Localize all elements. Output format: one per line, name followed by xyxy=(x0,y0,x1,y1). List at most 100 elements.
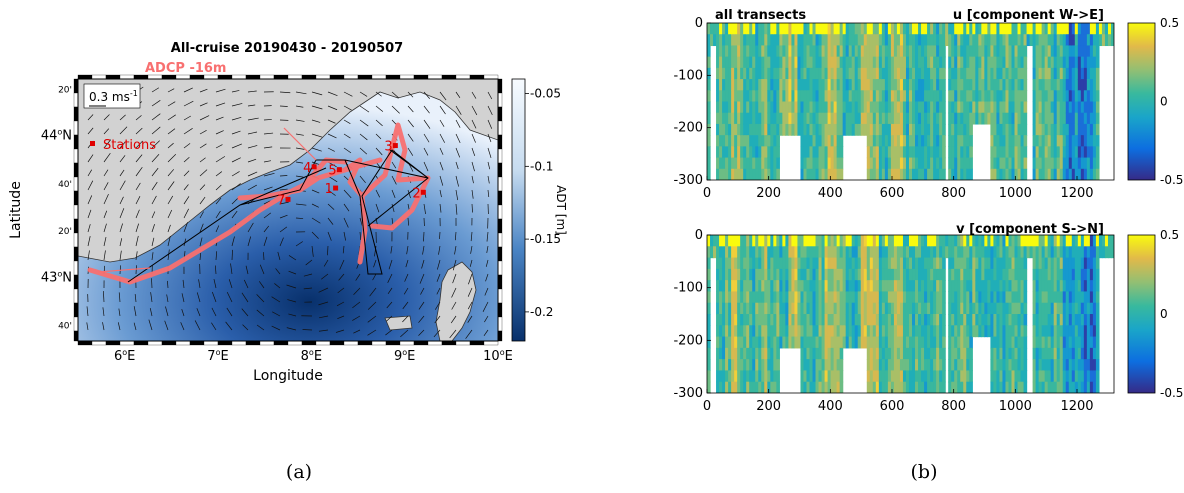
heatmap-cell xyxy=(1096,45,1100,57)
heatmap-cell xyxy=(776,348,780,360)
heatmap-colorbar-tick: 0 xyxy=(1160,307,1168,321)
heatmap-cell xyxy=(942,146,946,158)
frame-segment xyxy=(176,75,190,79)
frame-segment xyxy=(428,341,442,345)
frame-segment xyxy=(498,135,502,149)
map-xlabel: Longitude xyxy=(253,368,323,384)
heatmap-xtick: 0 xyxy=(703,186,711,201)
heatmap-cell xyxy=(776,135,780,147)
heatmap-cell xyxy=(707,124,711,136)
heatmap-xtick: 400 xyxy=(818,399,843,414)
frame-segment xyxy=(190,341,204,345)
heatmap-colorbar-tick: 0.5 xyxy=(1160,16,1179,30)
frame-segment xyxy=(358,341,372,345)
station-marker xyxy=(333,186,338,191)
heatmap-cell xyxy=(969,337,973,349)
heatmap-cell xyxy=(1096,124,1100,136)
heatmap-cell xyxy=(707,382,711,394)
heatmap-cell xyxy=(1096,291,1100,303)
heatmap-cell xyxy=(707,348,711,360)
heatmap-xtick: 0 xyxy=(703,399,711,414)
heatmap-cell xyxy=(1024,45,1028,57)
station-marker xyxy=(312,164,317,169)
heatmap-cell xyxy=(969,370,973,382)
frame-segment xyxy=(74,149,78,163)
frame-segment xyxy=(498,79,502,93)
frame-segment xyxy=(120,75,134,79)
heatmap-cell xyxy=(707,359,711,371)
frame-segment xyxy=(74,93,78,107)
heatmap-cell xyxy=(942,158,946,170)
heatmap-cell xyxy=(707,169,711,181)
frame-segment xyxy=(498,289,502,303)
station-label: 5 xyxy=(328,164,336,179)
frame-segment xyxy=(74,289,78,303)
heatmap-cell xyxy=(969,158,973,170)
heatmap-cell xyxy=(707,337,711,349)
heatmap-cell xyxy=(1024,79,1028,91)
heatmap-ytick: -200 xyxy=(673,333,703,348)
heatmap-xtick: 400 xyxy=(818,186,843,201)
frame-segment xyxy=(316,341,330,345)
map-ytick: 40' xyxy=(58,321,72,331)
heatmap-ytick: -100 xyxy=(673,281,703,296)
frame-segment xyxy=(78,75,92,79)
frame-segment xyxy=(302,341,316,345)
frame-segment xyxy=(92,75,106,79)
heatmap-cell xyxy=(776,370,780,382)
caption-a: (a) xyxy=(286,461,312,483)
heatmap-xtick: 600 xyxy=(880,186,905,201)
frame-segment xyxy=(344,341,358,345)
frame-segment xyxy=(74,191,78,205)
map-ytick: 43oN xyxy=(41,269,72,285)
heatmap-cell xyxy=(942,382,946,394)
heatmap-cell xyxy=(840,169,844,181)
heatmap-cell xyxy=(1024,68,1028,80)
heatmap-cell xyxy=(707,325,711,337)
heatmap-cell xyxy=(1024,90,1028,102)
frame-segment xyxy=(372,341,386,345)
heatmap-cell xyxy=(942,269,946,281)
heatmap-cell xyxy=(707,291,711,303)
adt-colorbar xyxy=(512,79,525,341)
heatmap-cell xyxy=(1024,135,1028,147)
frame-segment xyxy=(246,75,260,79)
frame-segment xyxy=(176,341,190,345)
map-title: All-cruise 20190430 - 20190507 xyxy=(171,41,403,56)
heatmap-cell xyxy=(1024,158,1028,170)
frame-segment xyxy=(498,331,502,341)
frame-segment xyxy=(484,341,498,345)
frame-segment xyxy=(162,75,176,79)
heatmap-cell xyxy=(1096,348,1100,360)
heatmap-cell xyxy=(942,57,946,69)
heatmap-cell xyxy=(707,68,711,80)
heatmap-v-title: v [component S->N] xyxy=(956,222,1104,237)
heatmap-cell xyxy=(707,146,711,158)
map-xtick: 6oE xyxy=(114,348,135,364)
heatmap-cell xyxy=(1096,146,1100,158)
heatmap-cell xyxy=(1096,359,1100,371)
heatmap-cell xyxy=(1096,258,1100,270)
frame-segment xyxy=(498,261,502,275)
heatmap-u-title-left: all transects xyxy=(715,8,806,23)
map-ytick: 44oN xyxy=(41,128,72,144)
heatmap-cell xyxy=(840,370,844,382)
heatmap-cell xyxy=(707,314,711,326)
heatmap-cell xyxy=(1024,337,1028,349)
frame-segment xyxy=(456,341,470,345)
heatmap-xtick: 800 xyxy=(941,399,966,414)
frame-segment xyxy=(274,341,288,345)
heatmap-cell xyxy=(1096,68,1100,80)
heatmap-u xyxy=(707,23,1115,181)
heatmap-cell xyxy=(942,90,946,102)
frame-segment xyxy=(134,75,148,79)
heatmap-colorbar-tick: 0 xyxy=(1160,95,1168,109)
heatmap-cell xyxy=(840,348,844,360)
heatmap-cell xyxy=(776,169,780,181)
frame-segment xyxy=(148,341,162,345)
heatmap-cell xyxy=(942,124,946,136)
heatmap-cell xyxy=(969,124,973,136)
frame-segment xyxy=(74,261,78,275)
frame-segment xyxy=(204,341,218,345)
heatmap-colorbar-tick: -0.5 xyxy=(1160,386,1183,400)
